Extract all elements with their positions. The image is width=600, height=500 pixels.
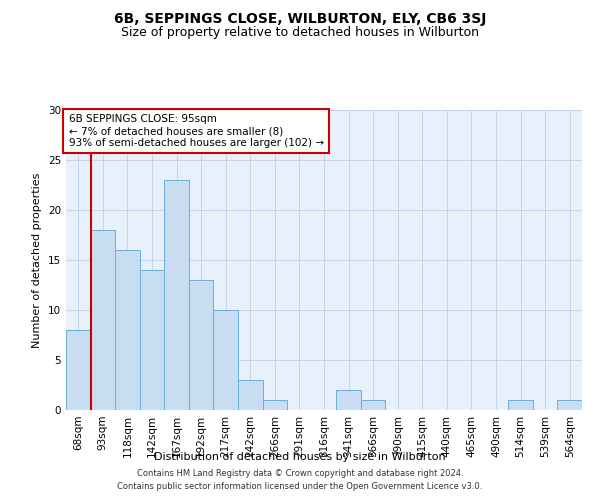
Bar xyxy=(214,310,238,410)
Text: Contains HM Land Registry data © Crown copyright and database right 2024.: Contains HM Land Registry data © Crown c… xyxy=(137,468,463,477)
Text: Distribution of detached houses by size in Wilburton: Distribution of detached houses by size … xyxy=(154,452,446,462)
Bar xyxy=(238,380,263,410)
Text: 6B, SEPPINGS CLOSE, WILBURTON, ELY, CB6 3SJ: 6B, SEPPINGS CLOSE, WILBURTON, ELY, CB6 … xyxy=(114,12,486,26)
Text: Size of property relative to detached houses in Wilburton: Size of property relative to detached ho… xyxy=(121,26,479,39)
Bar xyxy=(164,180,189,410)
Text: Contains public sector information licensed under the Open Government Licence v3: Contains public sector information licen… xyxy=(118,482,482,491)
Bar xyxy=(91,230,115,410)
Bar xyxy=(66,330,91,410)
Bar xyxy=(189,280,214,410)
Bar xyxy=(115,250,140,410)
Bar xyxy=(263,400,287,410)
Bar xyxy=(557,400,582,410)
Bar xyxy=(336,390,361,410)
Bar xyxy=(140,270,164,410)
Text: 6B SEPPINGS CLOSE: 95sqm
← 7% of detached houses are smaller (8)
93% of semi-det: 6B SEPPINGS CLOSE: 95sqm ← 7% of detache… xyxy=(68,114,323,148)
Y-axis label: Number of detached properties: Number of detached properties xyxy=(32,172,43,348)
Bar xyxy=(361,400,385,410)
Bar xyxy=(508,400,533,410)
